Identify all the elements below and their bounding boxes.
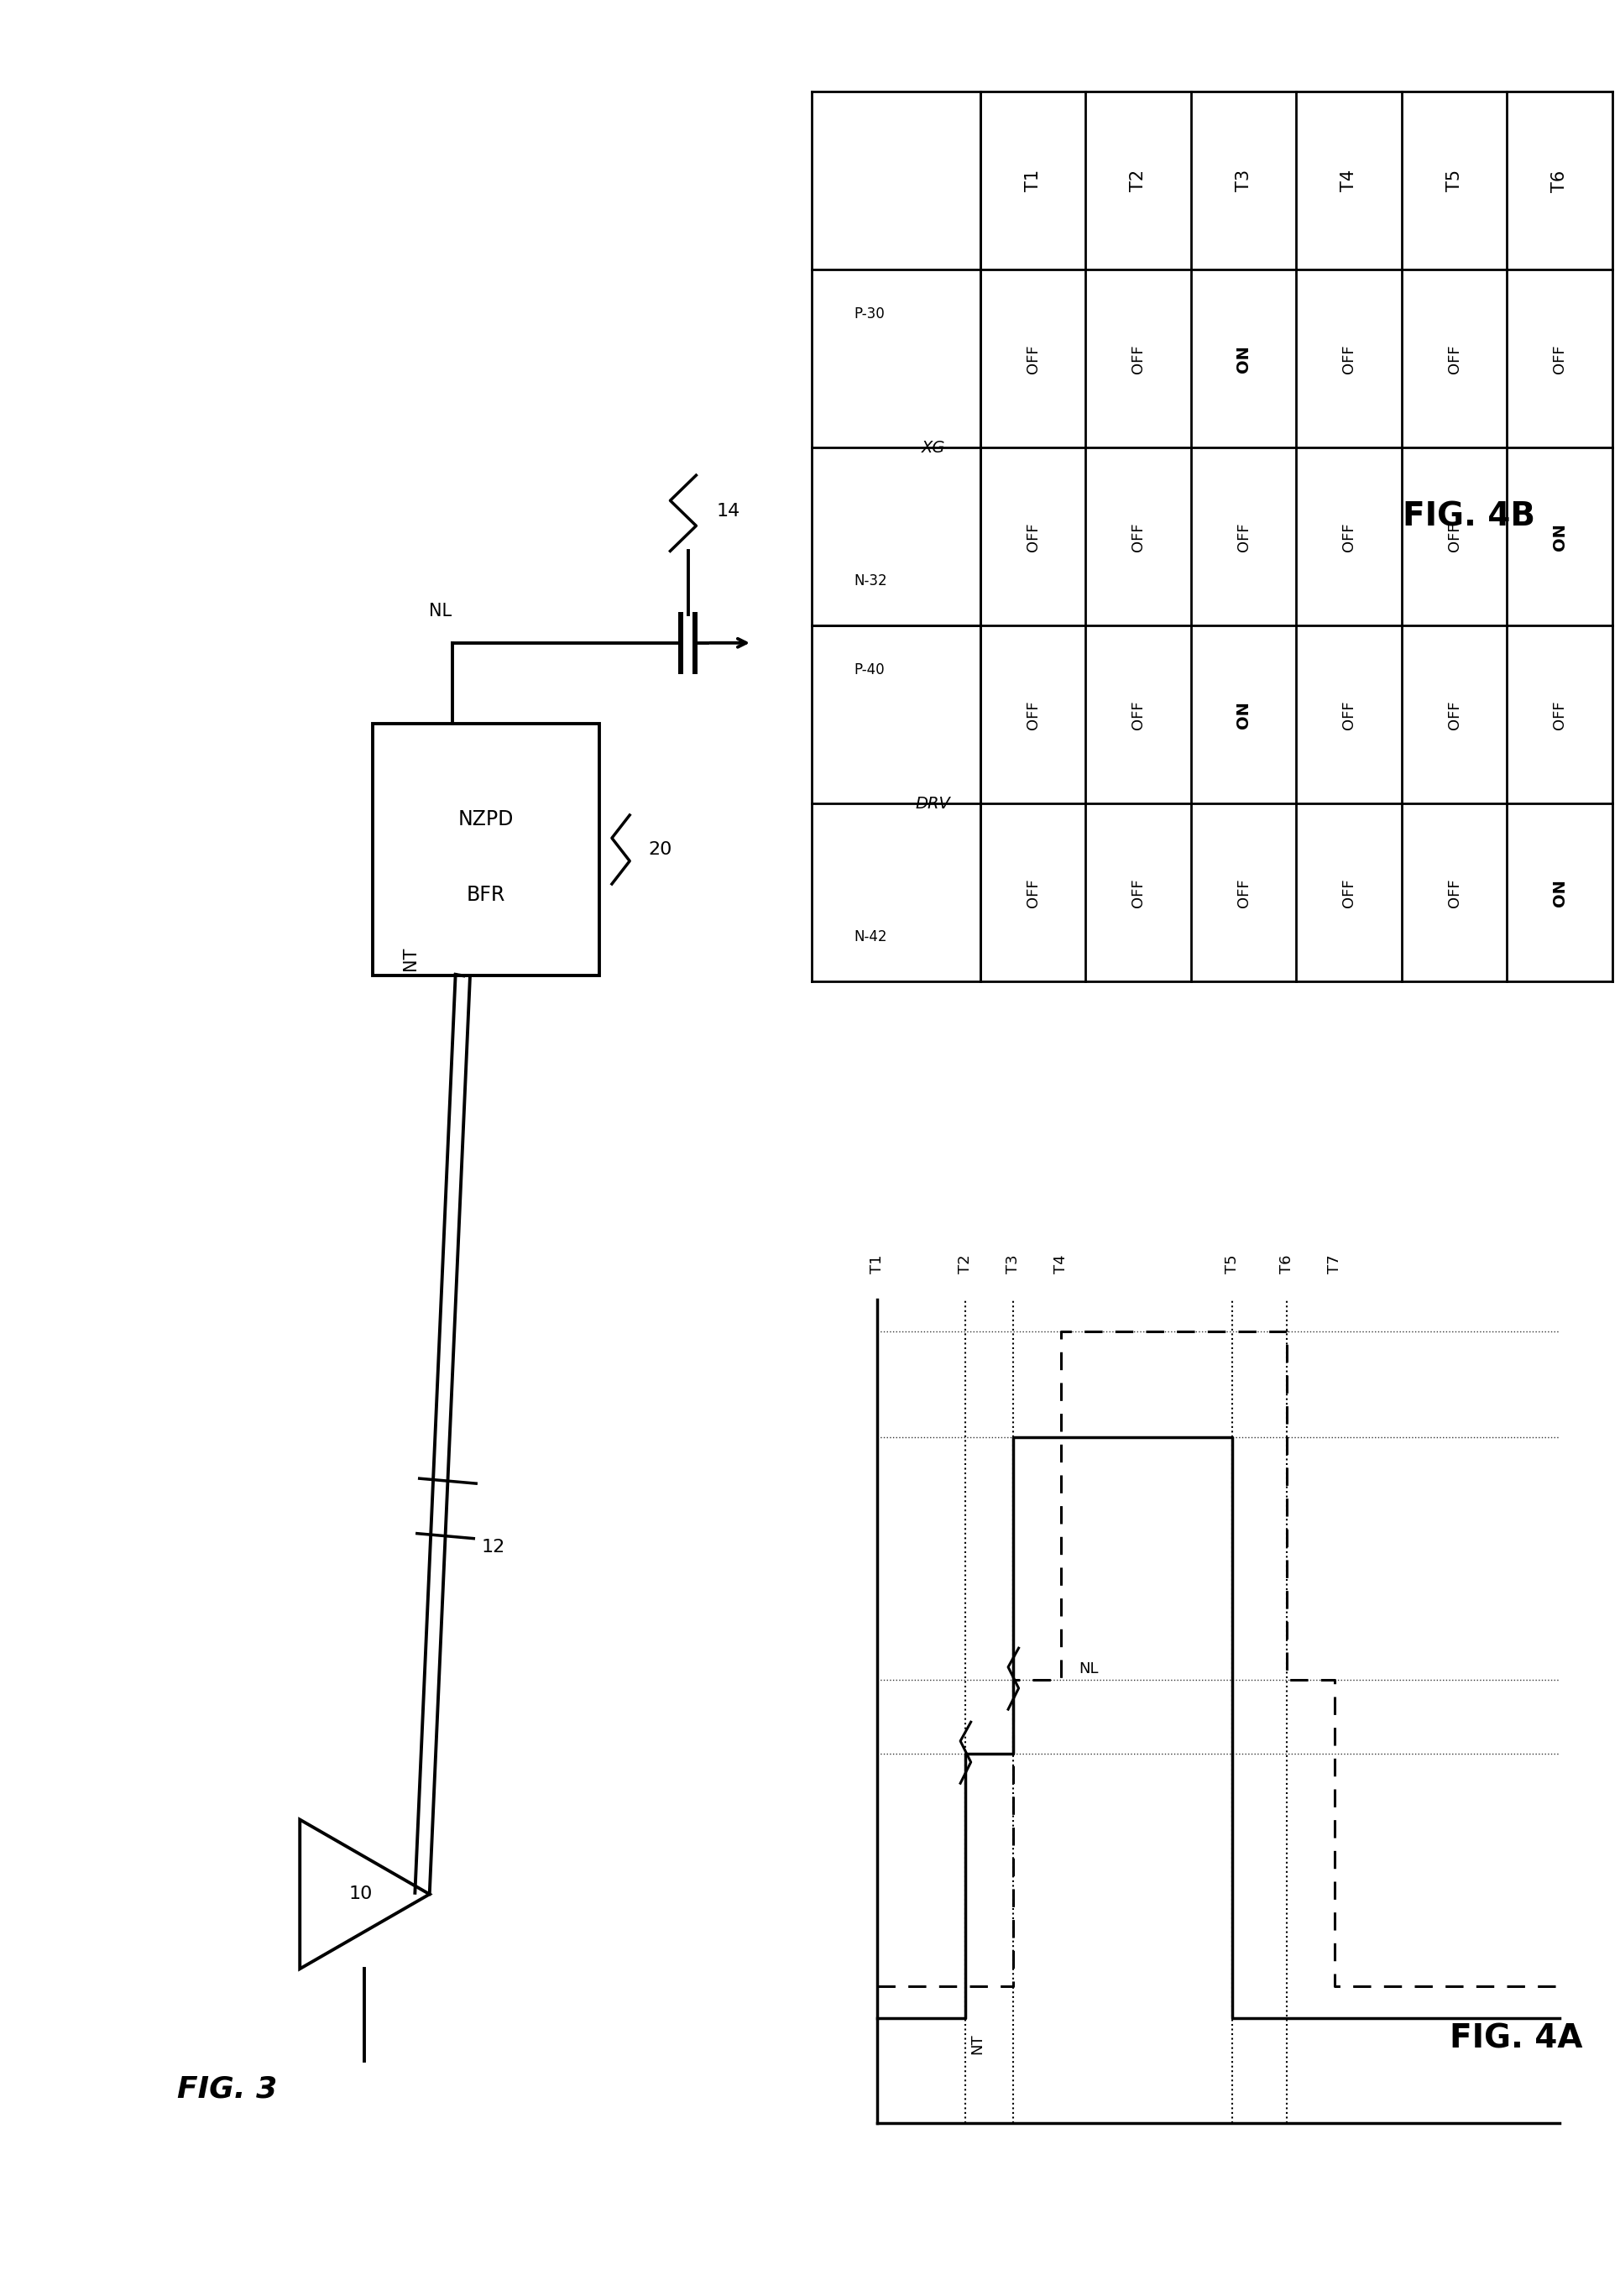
Text: OFF: OFF bbox=[1447, 344, 1461, 374]
Text: FIG. 4B: FIG. 4B bbox=[1401, 501, 1534, 533]
Text: OFF: OFF bbox=[1131, 344, 1145, 374]
Text: OFF: OFF bbox=[1025, 521, 1040, 551]
Text: OFF: OFF bbox=[1447, 700, 1461, 730]
Text: 12: 12 bbox=[481, 1538, 505, 1554]
Text: OFF: OFF bbox=[1025, 877, 1040, 907]
Text: OFF: OFF bbox=[1025, 344, 1040, 374]
Text: OFF: OFF bbox=[1552, 700, 1567, 730]
Text: P-40: P-40 bbox=[854, 664, 885, 677]
Text: OFF: OFF bbox=[1131, 877, 1145, 907]
Text: OFF: OFF bbox=[1131, 521, 1145, 551]
Text: FIG. 3: FIG. 3 bbox=[177, 2076, 277, 2103]
Text: N-32: N-32 bbox=[854, 574, 886, 588]
Text: ON: ON bbox=[1234, 344, 1251, 372]
Text: P-30: P-30 bbox=[854, 308, 885, 321]
Text: T1: T1 bbox=[1024, 170, 1040, 193]
Text: T3: T3 bbox=[1006, 1254, 1021, 1272]
Text: BFR: BFR bbox=[467, 884, 505, 905]
Text: N-42: N-42 bbox=[854, 930, 886, 944]
Text: NT: NT bbox=[969, 2034, 985, 2055]
Text: OFF: OFF bbox=[1341, 877, 1356, 907]
Text: T4: T4 bbox=[1053, 1254, 1068, 1272]
Text: FIG. 4A: FIG. 4A bbox=[1448, 2023, 1581, 2055]
Text: OFF: OFF bbox=[1341, 521, 1356, 551]
Text: OFF: OFF bbox=[1025, 700, 1040, 730]
Text: T2: T2 bbox=[957, 1254, 972, 1272]
Text: T6: T6 bbox=[1550, 170, 1567, 193]
Bar bbox=[373, 723, 599, 976]
Text: OFF: OFF bbox=[1236, 877, 1251, 907]
Text: ON: ON bbox=[1234, 700, 1251, 728]
Text: T5: T5 bbox=[1445, 170, 1461, 193]
Text: OFF: OFF bbox=[1341, 344, 1356, 374]
Text: ON: ON bbox=[1550, 523, 1567, 551]
Text: T6: T6 bbox=[1278, 1254, 1293, 1272]
Text: 10: 10 bbox=[348, 1885, 373, 1903]
Text: DRV: DRV bbox=[915, 797, 951, 810]
Text: T4: T4 bbox=[1340, 170, 1356, 193]
Text: NZPD: NZPD bbox=[458, 808, 514, 829]
Text: T7: T7 bbox=[1327, 1254, 1341, 1272]
Text: NT: NT bbox=[402, 946, 418, 971]
Text: NL: NL bbox=[1079, 1662, 1098, 1676]
Text: ON: ON bbox=[1550, 879, 1567, 907]
Text: OFF: OFF bbox=[1447, 521, 1461, 551]
Text: OFF: OFF bbox=[1341, 700, 1356, 730]
Text: NL: NL bbox=[428, 604, 452, 620]
Text: OFF: OFF bbox=[1236, 521, 1251, 551]
Text: 14: 14 bbox=[716, 503, 740, 519]
Text: T2: T2 bbox=[1129, 170, 1145, 193]
Text: OFF: OFF bbox=[1447, 877, 1461, 907]
Text: OFF: OFF bbox=[1552, 344, 1567, 374]
Text: T5: T5 bbox=[1223, 1254, 1239, 1272]
Text: T3: T3 bbox=[1234, 170, 1251, 193]
Text: 20: 20 bbox=[648, 840, 672, 859]
Text: T1: T1 bbox=[868, 1254, 885, 1272]
Text: OFF: OFF bbox=[1131, 700, 1145, 730]
Text: XG: XG bbox=[920, 441, 944, 455]
